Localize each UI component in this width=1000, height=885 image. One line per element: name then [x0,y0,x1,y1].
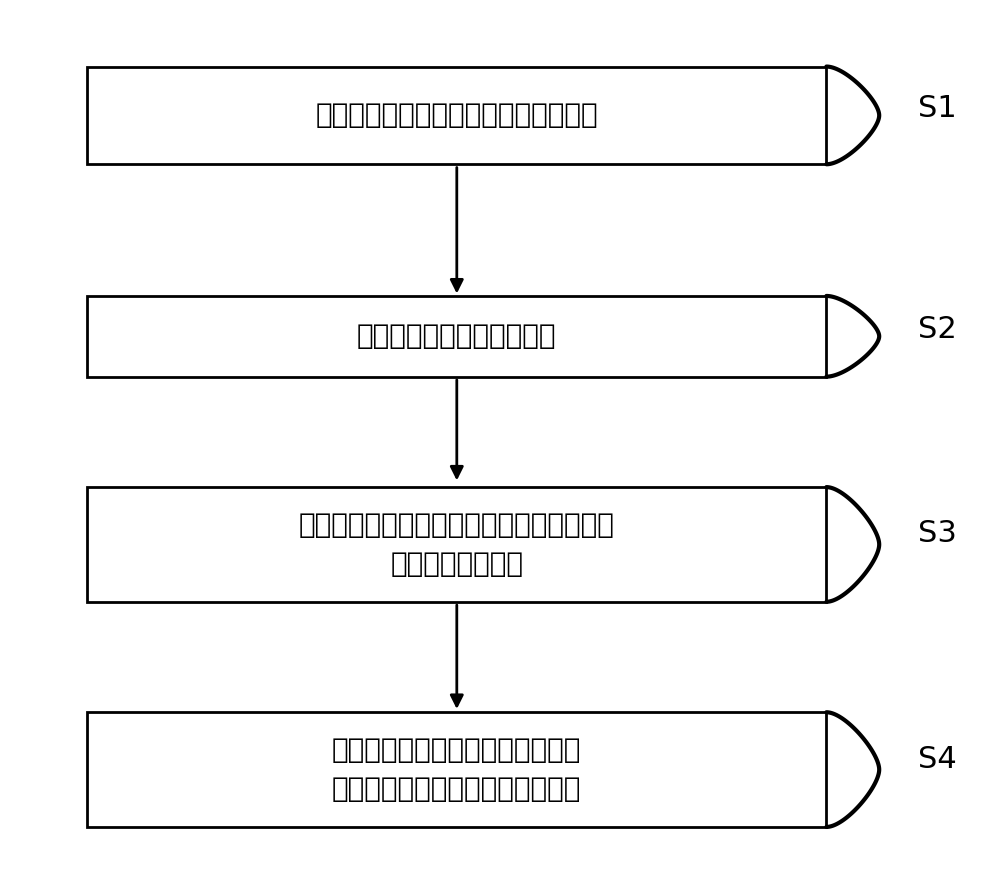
Bar [87,66,826,165]
Text: S3: S3 [918,519,956,548]
Text: 脱硝系统根据尿素总流量控制指令
控制进入热解炉的尿素溶液总流量: 脱硝系统根据尿素总流量控制指令 控制进入热解炉的尿素溶液总流量 [332,736,581,803]
Bar [87,296,826,377]
Text: 预测控制系统获取脱硝系统的被控变量: 预测控制系统获取脱硝系统的被控变量 [315,102,598,129]
Bar [87,712,826,827]
Text: S1: S1 [918,94,956,123]
Bar [87,487,826,602]
Text: S4: S4 [918,745,956,773]
Text: S2: S2 [918,315,956,344]
Text: 向脱硝系统输出根据预测控制结果生成的尿
素总流量控制指令: 向脱硝系统输出根据预测控制结果生成的尿 素总流量控制指令 [299,511,615,578]
Text: 根据被控变量进行预测控制: 根据被控变量进行预测控制 [357,322,557,350]
